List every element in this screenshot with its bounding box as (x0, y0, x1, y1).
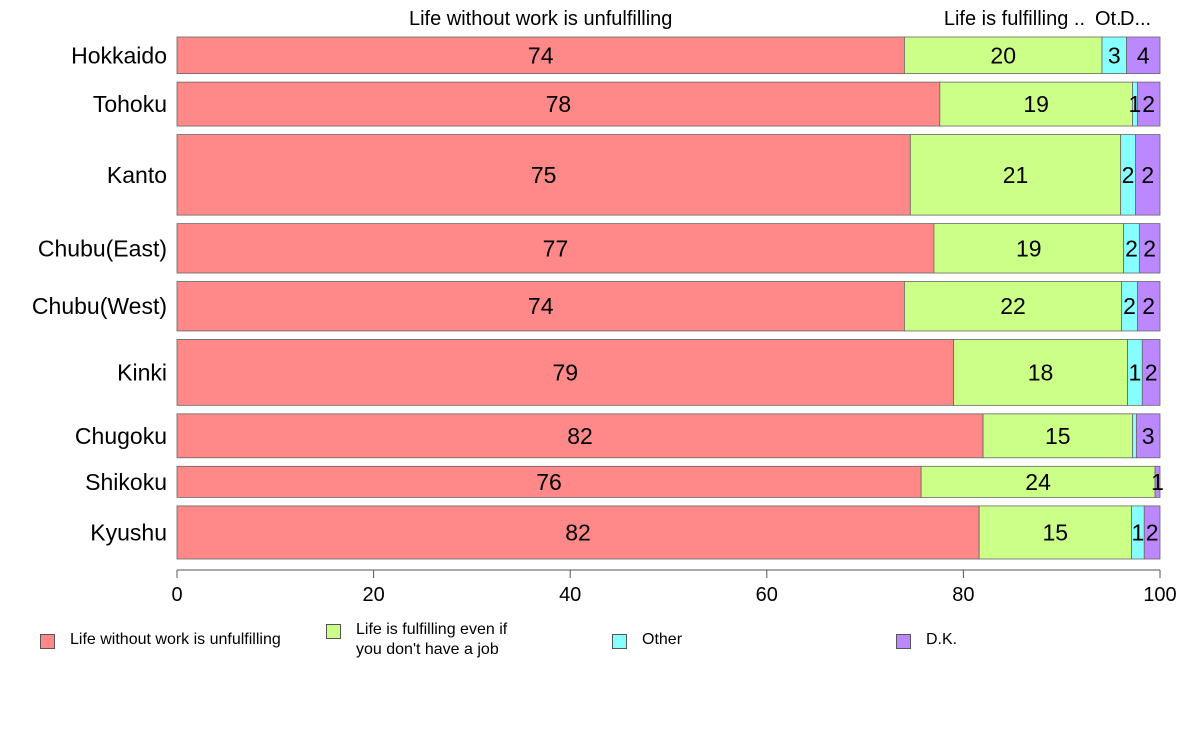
bar-segment (1126, 36, 1161, 75)
bar-segment (920, 465, 1156, 498)
data-label: 77 (543, 235, 569, 261)
category-label: Kyushu (90, 519, 167, 545)
data-label: 18 (1028, 359, 1054, 385)
data-label: 3 (1108, 42, 1121, 68)
bar-segment (1136, 81, 1161, 127)
data-label: 78 (546, 91, 572, 117)
data-label: 2 (1122, 162, 1135, 188)
data-label: 2 (1125, 235, 1138, 261)
bar-segment (939, 81, 1133, 127)
data-label: 22 (1000, 293, 1026, 319)
x-tick-label: 40 (559, 584, 581, 606)
bar-segment (1138, 223, 1161, 274)
legend-item-fulfilling: Life is fulfilling even if you don't hav… (326, 620, 507, 660)
bar-segment (1136, 281, 1161, 332)
data-label: 21 (1003, 162, 1029, 188)
category-label: Chugoku (75, 423, 167, 449)
bar-segment (933, 223, 1125, 274)
data-label: 2 (1123, 293, 1136, 319)
data-label: 3 (1142, 423, 1155, 449)
bar-segment (904, 36, 1103, 75)
category-label: Hokkaido (71, 42, 167, 68)
x-tick-label: 0 (171, 584, 182, 606)
bar-segment (176, 339, 954, 406)
bar-segment (953, 339, 1128, 406)
legend-label: Life is fulfilling even if you don't hav… (356, 621, 508, 658)
data-label: 19 (1023, 91, 1049, 117)
data-label: 2 (1146, 519, 1159, 545)
category-label: Chubu(West) (32, 293, 167, 319)
data-label: 4 (1137, 42, 1150, 68)
bar-segment (978, 505, 1132, 560)
data-label: 20 (990, 42, 1016, 68)
data-label: 74 (528, 293, 554, 319)
data-label: 15 (1043, 519, 1069, 545)
data-label: 19 (1016, 235, 1042, 261)
legend-item-dk: D.K. (896, 630, 957, 650)
data-label: 76 (536, 469, 562, 495)
bar-segment (904, 281, 1123, 332)
x-tick-label: 60 (756, 584, 778, 606)
legend-label: Life without work is unfulfilling (70, 631, 281, 648)
bar-segment (1154, 465, 1161, 498)
top-series-label: Ot. (1095, 8, 1122, 30)
bar-segment (1101, 36, 1127, 75)
bar-segment (176, 465, 922, 498)
data-label: 1 (1129, 359, 1142, 385)
data-label: 82 (567, 423, 593, 449)
x-tick-label: 80 (952, 584, 974, 606)
top-series-label: Life without work is unfulfilling (409, 8, 672, 30)
data-label: 2 (1141, 162, 1154, 188)
legend-item-other: Other (612, 630, 682, 650)
category-label: Shikoku (85, 469, 167, 495)
data-label: 1 (1151, 469, 1164, 495)
bar-segment (1135, 134, 1161, 216)
data-label: 82 (565, 519, 591, 545)
category-label: Chubu(East) (38, 235, 167, 261)
bar-segment (176, 281, 905, 332)
bar-segment (909, 134, 1122, 216)
category-label: Kanto (107, 162, 167, 188)
data-label: 79 (552, 359, 578, 385)
bar-segment (1141, 339, 1161, 406)
bar-segment (176, 413, 984, 459)
bar-segment (176, 505, 980, 560)
data-label: 2 (1145, 359, 1158, 385)
bar-segment (176, 81, 941, 127)
bar-segment (982, 413, 1133, 459)
legend-item-unfulfilling: Life without work is unfulfilling (40, 630, 281, 650)
legend-label: Other (642, 631, 683, 648)
data-label: 74 (528, 42, 554, 68)
data-label: 2 (1142, 293, 1155, 319)
data-label: 24 (1025, 469, 1051, 495)
bar-segment (176, 134, 911, 216)
legend-swatch (896, 634, 911, 649)
data-label: 1 (1131, 519, 1144, 545)
top-series-label: Life is fulfilling .. (944, 8, 1085, 30)
legend-swatch (612, 634, 627, 649)
data-label: 15 (1045, 423, 1071, 449)
x-tick-label: 100 (1143, 584, 1176, 606)
data-label: 75 (531, 162, 557, 188)
bar-segment (176, 36, 905, 75)
data-label: 2 (1143, 235, 1156, 261)
category-label: Tohoku (93, 91, 167, 117)
legend: Life without work is unfulfilling Life i… (0, 618, 1188, 668)
top-series-label: D... (1120, 8, 1151, 30)
bar-segment (1136, 413, 1161, 459)
legend-label: D.K. (926, 631, 958, 648)
data-label: 1 (1129, 91, 1142, 117)
bar-segment (176, 223, 935, 274)
x-tick-label: 20 (362, 584, 384, 606)
legend-swatch (326, 624, 341, 639)
data-label: 2 (1142, 91, 1155, 117)
bar-segment (1132, 413, 1137, 459)
bar-segment (1143, 505, 1161, 560)
legend-swatch (40, 634, 55, 649)
category-label: Kinki (117, 359, 167, 385)
